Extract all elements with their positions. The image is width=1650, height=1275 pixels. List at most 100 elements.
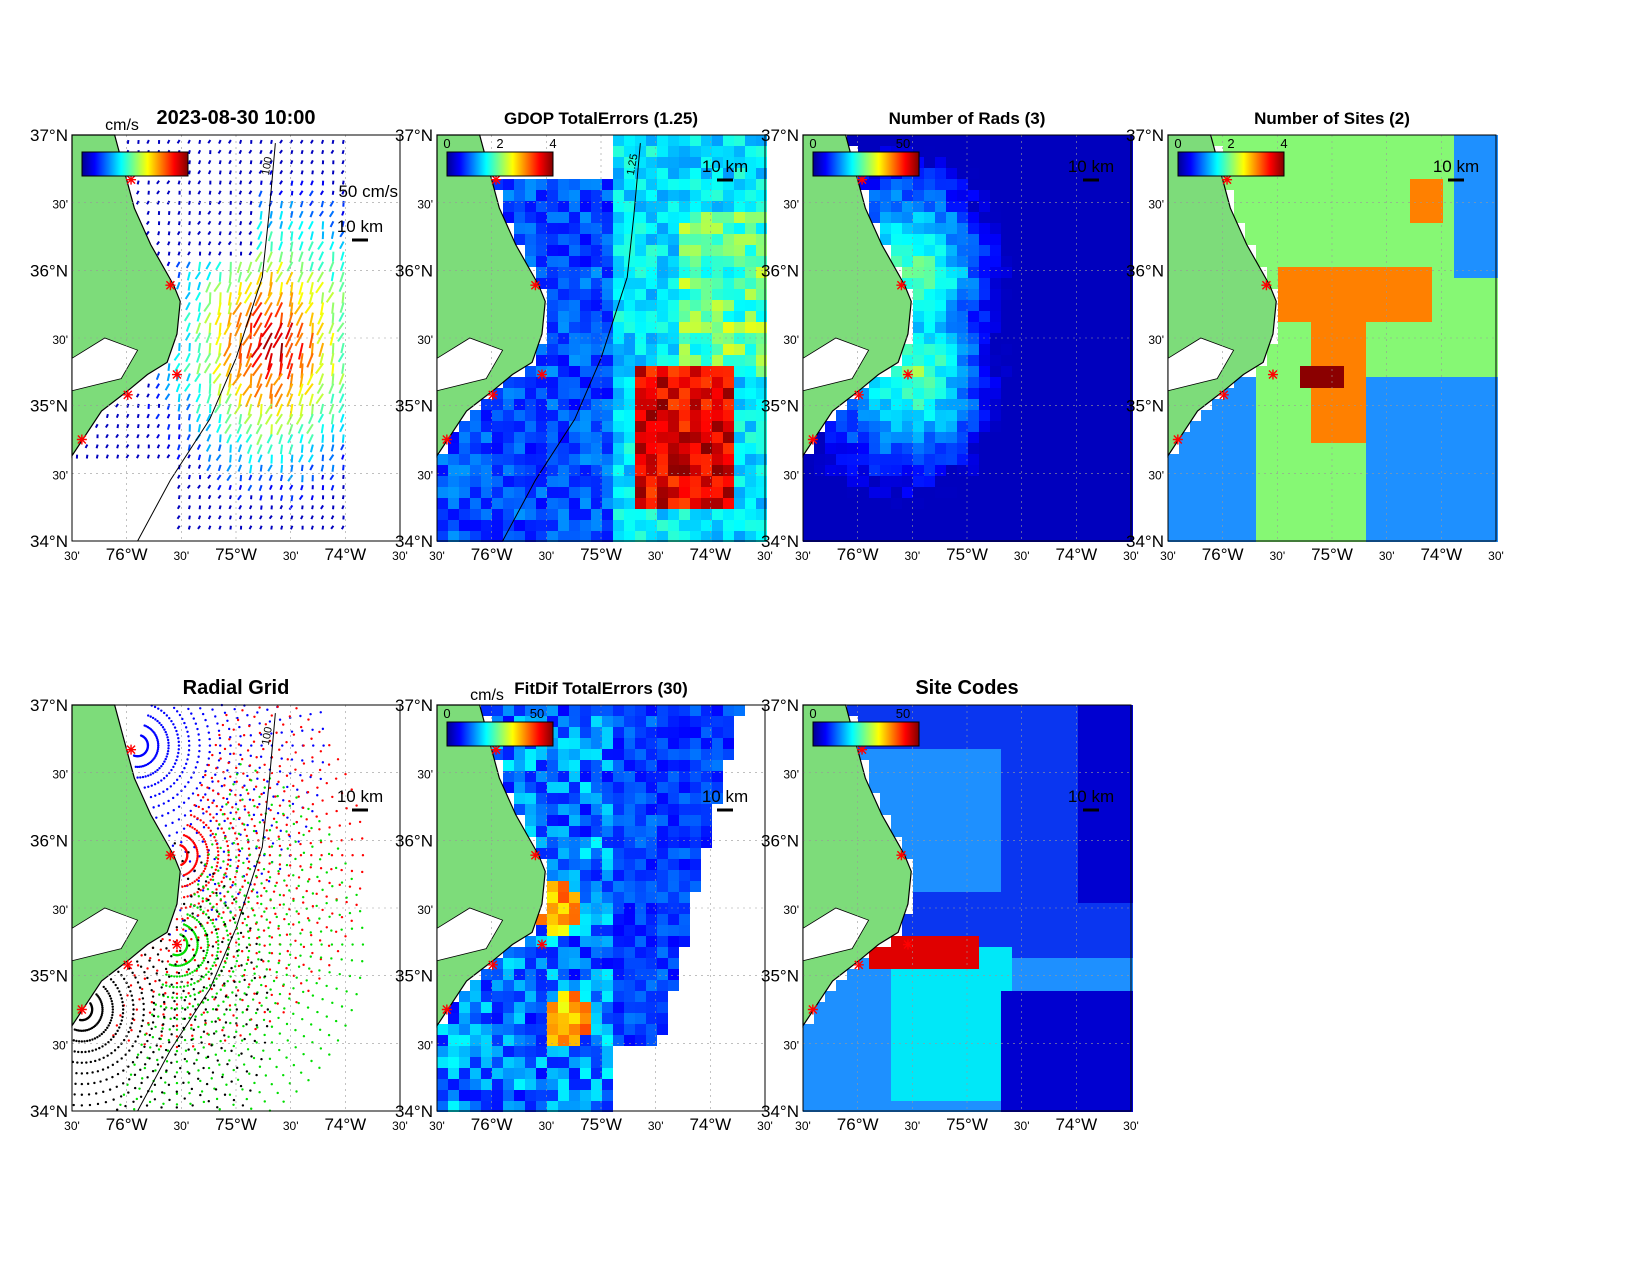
data-cell [1322,168,1333,179]
data-cell [869,487,880,498]
data-cell [1311,487,1322,498]
data-cell [635,322,646,333]
data-cell [679,432,690,443]
current-vector [177,434,181,440]
current-vector [215,332,222,346]
radial-grid-point [257,868,260,872]
data-cell [1443,443,1454,454]
data-cell [990,322,1001,333]
data-cell [1410,146,1421,157]
current-vector [267,353,273,371]
current-vector [228,180,232,185]
radial-grid-point [152,806,155,809]
data-cell [1100,465,1111,476]
data-cell [1001,509,1012,520]
data-cell [1388,300,1399,311]
radial-grid-point [175,1028,179,1032]
data-cell [891,410,902,421]
current-vector [259,210,263,220]
radial-grid-point [255,921,258,924]
radial-grid-point [209,918,213,922]
radial-grid-point [175,758,178,762]
data-cell [1267,520,1278,531]
data-cell [558,388,569,399]
data-cell [525,377,536,388]
radial-grid-point [214,964,218,967]
data-cell [525,421,536,432]
data-cell [635,410,646,421]
data-cell [1366,135,1377,146]
data-cell [1311,135,1322,146]
current-vector [276,403,284,417]
data-cell [979,333,990,344]
data-cell [635,476,646,487]
data-cell [712,344,723,355]
data-cell [1045,443,1056,454]
data-cell [1012,509,1023,520]
data-cell [657,388,668,399]
data-cell [1465,520,1476,531]
data-cell [1410,432,1421,443]
data-cell [756,377,767,388]
data-cell [602,322,613,333]
data-cell [1034,135,1045,146]
data-cell [1122,311,1133,322]
data-cell [657,498,668,509]
data-cell [613,355,624,366]
data-cell [1388,223,1399,234]
data-cell [1089,179,1100,190]
data-cell [624,234,635,245]
data-cell [902,531,913,542]
radial-grid-point [270,951,274,955]
data-cell [1344,157,1355,168]
current-vector [298,241,304,251]
data-cell [1465,355,1476,366]
data-cell [1487,443,1498,454]
data-cell [558,520,569,531]
data-cell [1432,278,1443,289]
current-vector [231,372,242,386]
radial-grid-point [290,758,294,761]
data-cell [1122,322,1133,333]
data-cell [1056,135,1067,146]
data-cell [1366,223,1377,234]
data-cell [1443,388,1454,399]
data-cell [1289,432,1300,443]
radial-grid-point [175,981,179,985]
data-cell [547,399,558,410]
data-cell [690,531,701,542]
data-cell [1023,201,1034,212]
data-cell [1322,146,1333,157]
data-cell [1399,487,1410,498]
data-cell [1454,311,1465,322]
data-cell [668,366,679,377]
radial-grid-point [193,993,196,996]
data-cell [1300,388,1311,399]
data-cell [1487,388,1498,399]
data-cell [1001,531,1012,542]
data-cell [1100,179,1111,190]
data-cell [1465,476,1476,487]
data-cell [668,344,679,355]
data-cell [1465,135,1476,146]
data-cell [448,531,459,542]
radial-grid-point [245,834,249,838]
data-cell [1476,454,1487,465]
data-cell [1300,531,1311,542]
radial-grid-point [187,749,191,752]
current-vector [297,383,304,397]
data-cell [668,245,679,256]
data-cell [448,454,459,465]
data-cell [613,245,624,256]
data-cell [1421,399,1432,410]
data-cell [1256,509,1267,520]
data-cell [1267,201,1278,212]
data-cell [1267,256,1278,267]
current-vector [298,220,304,230]
data-cell [891,465,902,476]
current-vector [176,230,181,236]
data-cell [1045,278,1056,289]
data-cell [1067,520,1078,531]
data-cell [957,267,968,278]
current-vector [289,251,294,263]
